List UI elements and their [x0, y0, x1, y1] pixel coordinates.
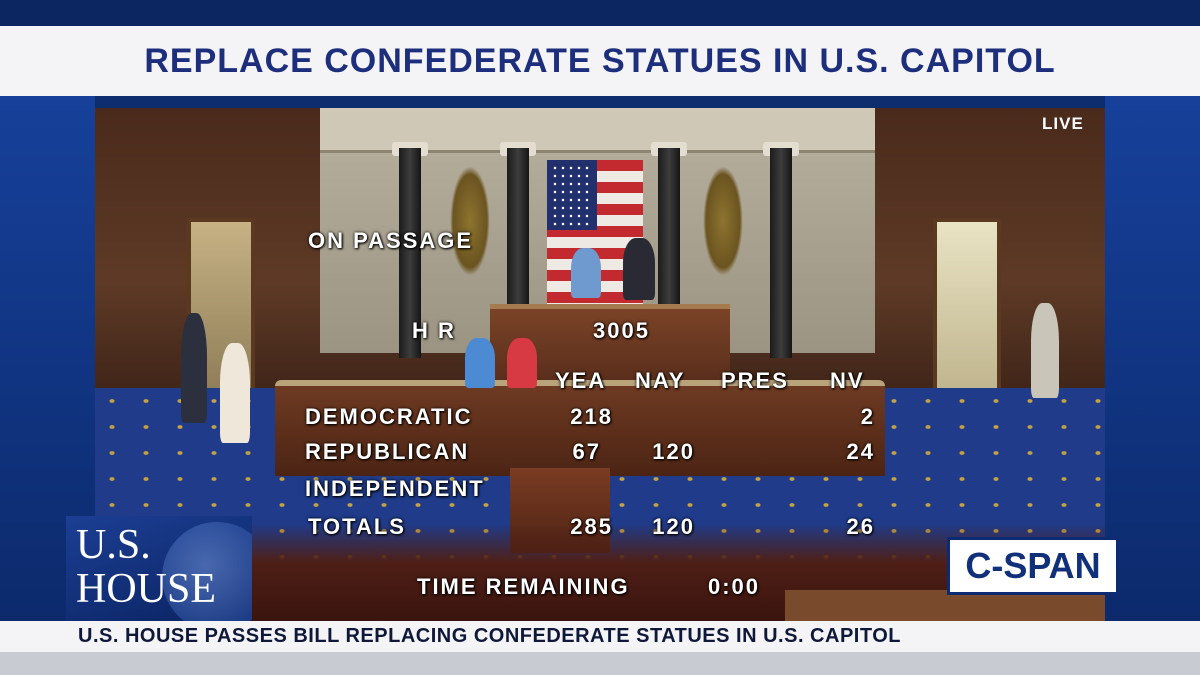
- person: [623, 238, 655, 300]
- us-house-logo: U.S. HOUSE: [66, 516, 252, 621]
- totals-nv: 26: [846, 514, 875, 539]
- person: [1031, 303, 1059, 398]
- republican-nay: 120: [652, 439, 695, 464]
- house-logo-line1: U.S.: [76, 522, 151, 568]
- ticker-text: U.S. HOUSE PASSES BILL REPLACING CONFEDE…: [78, 625, 901, 647]
- flag-union: [547, 160, 597, 230]
- republican-yea: 67: [572, 439, 601, 464]
- capitol-dome-icon: [162, 522, 252, 621]
- person: [507, 338, 537, 388]
- party-totals: TOTALS: [308, 514, 406, 539]
- headline-banner: REPLACE CONFEDERATE STATUES IN U.S. CAPI…: [0, 26, 1200, 96]
- col-header-pres: PRES: [721, 368, 789, 393]
- vote-motion: ON PASSAGE: [308, 228, 474, 253]
- col-header-yea: YEA: [555, 368, 607, 393]
- bottom-band: [0, 652, 1200, 675]
- party-democratic: DEMOCRATIC: [305, 404, 473, 429]
- totals-yea: 285: [570, 514, 613, 539]
- desk: [785, 590, 1105, 621]
- republican-nv: 24: [846, 439, 875, 464]
- fasces-relief-left: [450, 166, 490, 276]
- column: [770, 148, 792, 358]
- col-header-nay: NAY: [635, 368, 686, 393]
- party-republican: REPUBLICAN: [305, 439, 470, 464]
- top-band: [0, 0, 1200, 26]
- right-side-panel: [1105, 96, 1200, 621]
- column: [399, 148, 421, 358]
- bill-number: 3005: [593, 318, 650, 343]
- totals-nay: 120: [652, 514, 695, 539]
- party-independent: INDEPENDENT: [305, 476, 485, 501]
- news-ticker: U.S. HOUSE PASSES BILL REPLACING CONFEDE…: [0, 621, 1200, 652]
- headline-text: REPLACE CONFEDERATE STATUES IN U.S. CAPI…: [144, 41, 1056, 80]
- person: [181, 313, 207, 423]
- person: [465, 338, 495, 388]
- cspan-logo-text: C-SPAN: [965, 545, 1101, 586]
- democratic-nv: 2: [860, 404, 875, 429]
- live-badge: LIVE: [1042, 114, 1084, 133]
- right-door: [933, 218, 1001, 406]
- time-remaining-value: 0:00: [708, 574, 761, 599]
- presiding-officer: [571, 248, 601, 298]
- person: [220, 343, 250, 443]
- clerk-dais: [275, 380, 885, 476]
- democratic-yea: 218: [570, 404, 613, 429]
- bill-prefix: H R: [412, 318, 456, 343]
- video-feed[interactable]: LIVE ON PASSAGE H R 3005 YEA NAY PRES NV…: [95, 108, 1105, 621]
- house-logo-line2: HOUSE: [76, 566, 217, 612]
- fasces-relief-right: [703, 166, 743, 276]
- cspan-logo: C-SPAN: [947, 537, 1119, 595]
- col-header-nv: NV: [830, 368, 865, 393]
- time-remaining-label: TIME REMAINING: [417, 574, 630, 599]
